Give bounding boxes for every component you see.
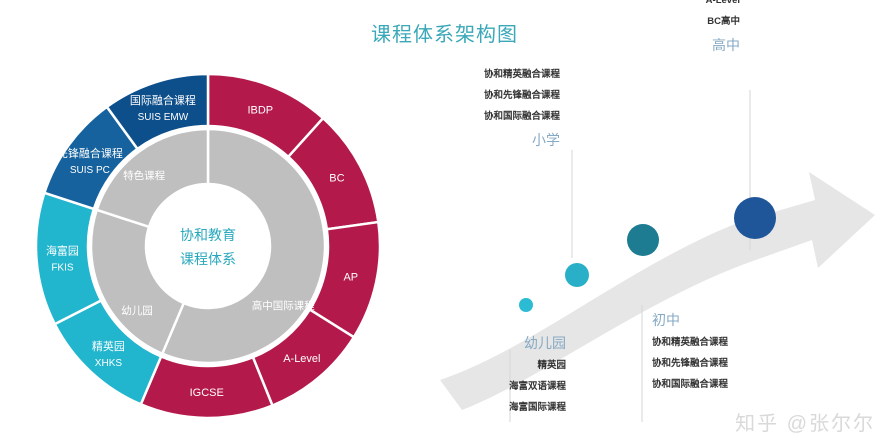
donut-outer-segment-label: A-Level	[283, 353, 320, 365]
stage-title: 小学	[532, 132, 560, 148]
stage-item: BC高中	[707, 15, 740, 27]
curved-arrow-shape	[440, 172, 875, 410]
donut-inner-segment-label: 高中国际课程	[252, 299, 315, 312]
course-system-donut-chart: IBDP BC AP A-Level IGCSE 精英园 XHKS 海富园 FKIS 先锋融合课程…	[8, 50, 408, 442]
donut-svg: IBDP BC AP A-Level IGCSE 精英园 XHKS 海富园 FKIS 先锋融合课程…	[34, 72, 382, 420]
donut-outer-segment[interactable]	[105, 72, 210, 151]
stage-item: 海富国际课程	[509, 401, 567, 413]
center-label-line2: 课程体系	[180, 251, 236, 267]
donut-outer-segment-label: 先锋融合课程	[57, 146, 123, 160]
stage-item: 协和先锋融合课程	[652, 357, 729, 369]
stage-dot[interactable]	[627, 224, 659, 256]
stage-dot[interactable]	[565, 263, 589, 287]
donut-center-hole	[147, 185, 269, 307]
stage-title: 幼儿园	[524, 335, 566, 351]
stage-item: 协和国际融合课程	[484, 110, 561, 122]
donut-outer-segment-label: 国际融合课程	[130, 93, 196, 107]
arrow-svg: 幼儿园精英园海富双语课程海富国际课程小学协和精英融合课程协和先锋融合课程协和国际…	[440, 0, 875, 422]
donut-inner-ring: 高中国际课程 幼儿园 特色课程	[89, 127, 327, 365]
donut-outer-segment-label: 精英园	[92, 339, 125, 353]
donut-outer-segment-label: 海富园	[46, 243, 79, 257]
stage-text-groups: 幼儿园精英园海富双语课程海富国际课程小学协和精英融合课程协和先锋融合课程协和国际…	[484, 0, 740, 413]
stage-item: 协和精英融合课程	[484, 68, 561, 80]
donut-outer-segment-sublabel: SUIS PC	[70, 165, 110, 176]
stage-item: 协和精英融合课程	[652, 336, 729, 348]
donut-outer-segment-label: AP	[343, 271, 358, 283]
center-label-line1: 协和教育	[180, 227, 236, 243]
watermark: 知乎 @张尔尔	[735, 413, 875, 435]
stage-title: 初中	[652, 312, 680, 328]
donut-outer-segment-label: IGCSE	[190, 387, 224, 399]
donut-inner-segment-label: 幼儿园	[121, 304, 153, 317]
donut-inner-segment[interactable]	[160, 127, 327, 365]
progression-arrow-diagram: 幼儿园 精英园 海富双语课程 海富国际课程 小学 协和精英融合课程 协和先锋融合课程 协和国际…	[420, 0, 889, 442]
stage-item: 精英园	[537, 359, 566, 371]
stage-title: 高中	[712, 37, 740, 53]
stage-item: A-Level	[706, 0, 740, 6]
stage-dot[interactable]	[734, 197, 776, 239]
stage-item: 协和先锋融合课程	[484, 89, 561, 101]
stage-item: 协和国际融合课程	[652, 378, 729, 390]
donut-inner-segment[interactable]	[89, 208, 186, 356]
page-title: 课程体系架构图	[371, 24, 518, 46]
donut-outer-segment-sublabel: FKIS	[51, 262, 74, 273]
donut-inner-segment-label: 特色课程	[123, 169, 165, 182]
stage-dot[interactable]	[519, 298, 533, 312]
donut-outer-segment-label: IBDP	[247, 105, 273, 117]
donut-outer-segment-label: BC	[329, 172, 344, 184]
donut-inner-segment[interactable]	[95, 127, 210, 229]
donut-outer-segment-sublabel: SUIS EMW	[138, 112, 189, 123]
donut-outer-ring: IBDP BC AP A-Level IGCSE 精英园 XHKS 海富园 FKIS 先锋融合课程…	[34, 72, 382, 420]
stage-item: 海富双语课程	[509, 380, 567, 392]
donut-outer-segment-sublabel: XHKS	[95, 358, 123, 369]
stage-dots	[519, 197, 776, 312]
